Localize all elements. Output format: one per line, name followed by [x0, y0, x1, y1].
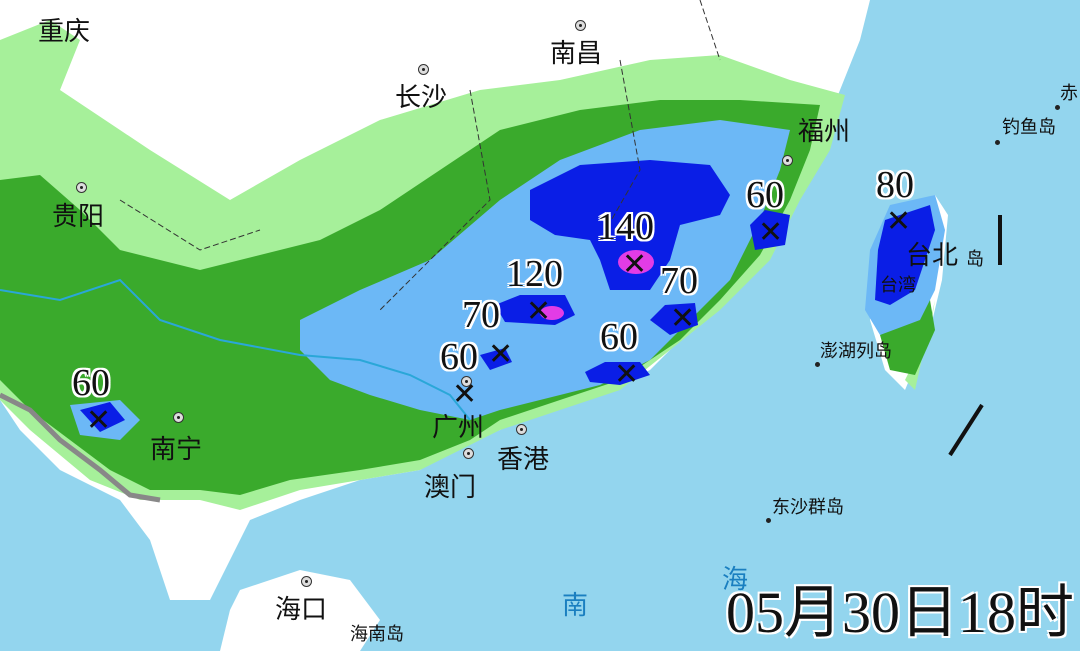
rain-zone-blue [530, 160, 730, 290]
city-label: 南宁 [150, 435, 203, 465]
island-label: 澎湖列岛 [820, 341, 892, 362]
island-label: 钓鱼岛 [1002, 117, 1056, 138]
city-dot-haikou [301, 576, 312, 587]
rain-max-value: 140 [597, 206, 654, 248]
island-dot [1055, 105, 1060, 110]
sea-label: 南 [562, 591, 589, 621]
rain-zone-blue-7 [80, 402, 125, 432]
city-label: 福州 [798, 117, 851, 147]
city-dot-fuzhou [782, 155, 793, 166]
rain-zone-blue-5 [750, 210, 790, 250]
rain-zone-blue-6 [480, 348, 512, 370]
city-label: 贵阳 [52, 202, 105, 232]
max-marker-icon: ✕ [670, 301, 696, 336]
island-dot [995, 140, 1000, 145]
max-marker-icon: ✕ [526, 294, 552, 329]
rain-max-value: 60 [746, 174, 784, 216]
rain-zone-blue-4 [585, 362, 650, 385]
timestamp-label: 05月30日18时 [725, 580, 1074, 645]
rain-zone-magenta-2 [540, 306, 564, 320]
city-label: 香港 [497, 445, 550, 475]
rain-max-value: 60 [72, 362, 110, 404]
sea-label: 海 [722, 565, 749, 595]
city-label: 南昌 [550, 39, 603, 69]
border [0, 392, 161, 503]
rain-max-value: 80 [876, 164, 914, 206]
max-marker-icon: ✕ [452, 377, 478, 412]
city-label: 重庆 [38, 17, 91, 47]
max-marker-icon: ✕ [886, 204, 912, 239]
rain-zone-green-tw [880, 300, 935, 375]
province-border [119, 0, 721, 311]
island-label: 东沙群岛 [772, 497, 844, 518]
city-dot-macau [463, 448, 474, 459]
rain-max-value: 60 [600, 316, 638, 358]
city-dot-nanchang [575, 20, 586, 31]
river [0, 278, 471, 421]
island-label: 海南岛 [350, 624, 404, 645]
rain-max-value: 60 [440, 336, 478, 378]
max-marker-icon: ✕ [758, 215, 784, 250]
max-marker-icon: ✕ [614, 357, 640, 392]
city-dot-changsha [418, 64, 429, 75]
rain-max-value: 120 [506, 253, 563, 295]
boundary-mark [948, 403, 984, 457]
max-marker-icon: ✕ [622, 247, 648, 282]
rain-max-value: 70 [462, 294, 500, 336]
land-hainan [220, 570, 380, 651]
city-dot-hongkong [516, 424, 527, 435]
island-dot [815, 362, 820, 367]
city-dot-guangzhou [461, 376, 472, 387]
max-marker-icon: ✕ [488, 337, 514, 372]
city-dot-guiyang [76, 182, 87, 193]
city-label: 台北 [906, 241, 959, 271]
rain-zone-blue-3 [650, 303, 698, 335]
rain-zone-magenta [618, 250, 654, 274]
rain-zone-blue-tw [875, 205, 935, 305]
max-marker-icon: ✕ [86, 403, 112, 438]
island-label: 赤 [1060, 83, 1078, 104]
city-label: 长沙 [395, 83, 448, 113]
island-label: 岛 [966, 249, 984, 270]
rain-max-value: 70 [660, 260, 698, 302]
city-label: 澳门 [424, 473, 477, 503]
city-dot-nanning [173, 412, 184, 423]
city-label: 广州 [432, 413, 485, 443]
island-dot [766, 518, 771, 523]
island-label: 台湾 [880, 275, 916, 296]
city-label: 海口 [275, 595, 328, 625]
